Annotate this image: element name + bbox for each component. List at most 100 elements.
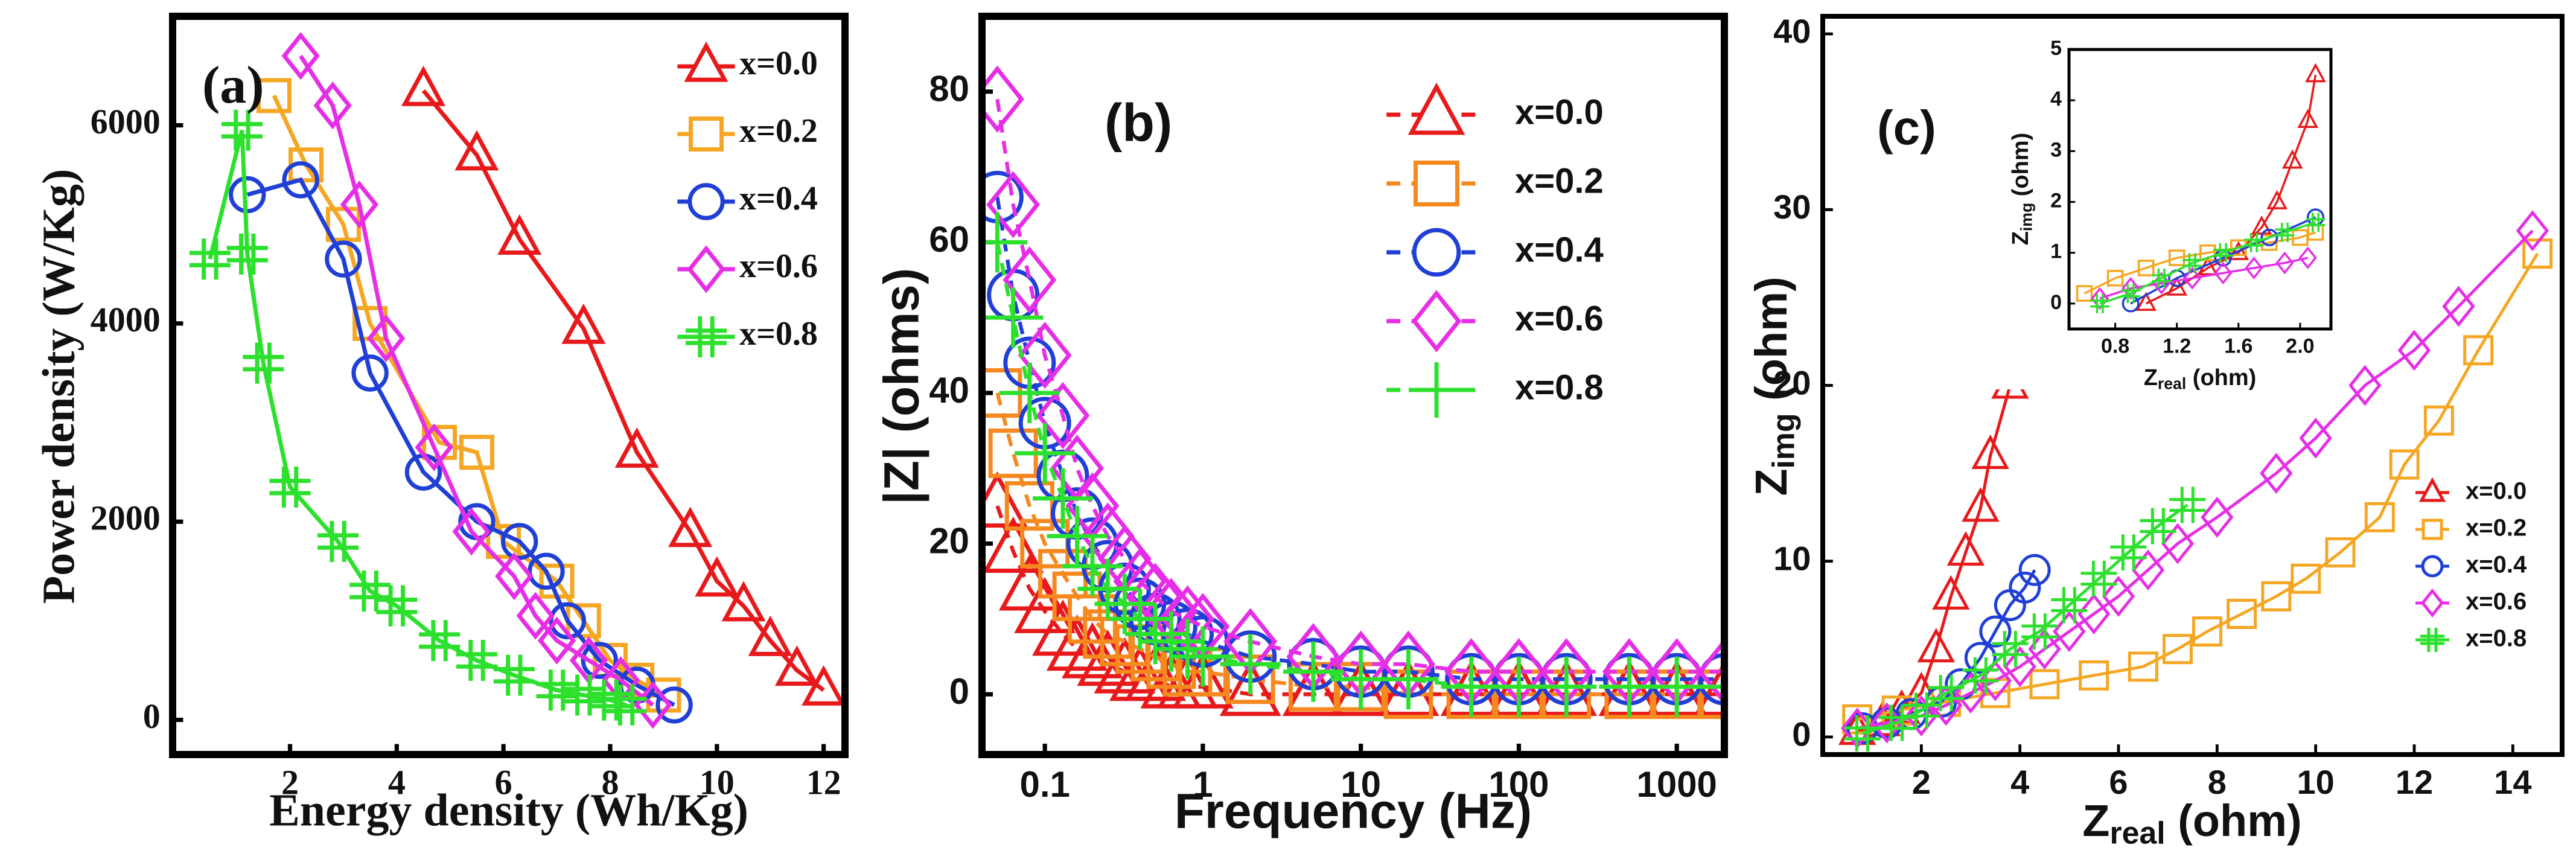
marker: [2389, 449, 2420, 480]
series-line: [208, 129, 627, 707]
series-line: [421, 89, 825, 692]
marker: [2275, 223, 2295, 243]
x-tick-label: 10: [700, 763, 735, 802]
axes-frame: [978, 13, 1728, 758]
panel: 2 4 6 8 10 12 0 2000 4000 6000 x=0.0 x=0.2 x=0.4 x=0.…: [33, 13, 849, 835]
y-tick-label: 30: [1773, 188, 1811, 226]
marker: [982, 516, 1044, 573]
marker: [1141, 611, 1202, 672]
label-part: Z: [2082, 796, 2109, 846]
x-tick-label: 12: [806, 763, 841, 802]
legend-label: x=0.2: [2466, 515, 2527, 541]
marker: [2397, 330, 2431, 371]
marker: [537, 616, 576, 665]
marker: [1962, 487, 2000, 522]
plot-area: [2076, 63, 2326, 313]
y-axis-label: |Z| (ohms): [875, 268, 930, 505]
marker: [721, 581, 766, 622]
marker: [2299, 417, 2332, 459]
legend-marker: [689, 117, 724, 152]
y-tick-label: 10: [1773, 539, 1811, 577]
x-tick-label: 1: [1193, 764, 1213, 805]
x-tick-label: 2.0: [2286, 335, 2314, 358]
label-part: (ohm): [2008, 133, 2033, 203]
marker: [229, 176, 266, 214]
marker: [2244, 232, 2264, 252]
plot-area: [1838, 210, 2553, 752]
marker: [2291, 563, 2321, 594]
marker: [2106, 270, 2124, 287]
legend-marker: [1411, 290, 1462, 353]
y-tick-label: 0: [143, 697, 161, 736]
y-tick-label: 5: [2050, 37, 2062, 60]
marker: [999, 362, 1060, 423]
series-line: [2099, 257, 2309, 300]
marker: [2261, 581, 2292, 611]
label-part: real: [2109, 815, 2165, 850]
label-part: Z: [1746, 468, 1796, 496]
legend-label: x=0.8: [2466, 625, 2527, 652]
marker: [2260, 453, 2293, 494]
marker: [1129, 592, 1182, 645]
series-line: [2083, 231, 2316, 295]
marker: [1062, 536, 1123, 597]
axes-frame: [169, 13, 849, 758]
plot-area: [189, 32, 845, 729]
marker: [1881, 695, 1912, 726]
panel-label: (a): [202, 56, 264, 115]
marker: [2135, 292, 2157, 311]
x-tick-label: 2: [281, 763, 299, 802]
marker: [2182, 253, 2202, 273]
marker: [1077, 558, 1138, 619]
marker: [1018, 397, 1071, 450]
panel: 2 4 6 8 10 12 14010203040x=0.0x=0.2x=0.4x=0.6x…: [1746, 12, 2565, 850]
marker: [226, 233, 268, 275]
y-tick-label: 1: [2050, 240, 2062, 263]
marker: [2213, 243, 2233, 263]
marker: [500, 523, 538, 560]
legend-marker: [2418, 477, 2446, 502]
x-tick-label: 10: [2297, 763, 2335, 801]
marker: [2091, 287, 2109, 310]
marker: [2463, 335, 2494, 366]
marker: [1283, 641, 1344, 702]
legend-label: x=0.6: [1515, 299, 1604, 338]
label-part: (ohm): [2166, 796, 2302, 846]
marker: [1905, 695, 1938, 736]
legend-marker: [687, 183, 725, 220]
marker: [1700, 669, 1724, 720]
legend-label: x=0.6: [739, 247, 818, 285]
legend-label: x=0.2: [1515, 161, 1604, 200]
marker: [655, 686, 693, 724]
marker: [2348, 365, 2382, 406]
y-tick-label: 2000: [91, 499, 161, 538]
marker: [1036, 449, 1089, 502]
marker: [2228, 241, 2249, 260]
marker: [2297, 109, 2319, 129]
x-tick-label: 0.1: [1019, 764, 1070, 805]
y-axis-label: Zimg (ohm): [1746, 276, 1801, 496]
marker: [581, 642, 619, 679]
marker: [566, 603, 601, 639]
marker: [1220, 634, 1281, 695]
y-tick-label: 3: [2050, 138, 2062, 161]
marker: [2442, 286, 2475, 327]
marker: [1917, 628, 1956, 663]
axes-frame: [1820, 14, 2565, 757]
legend-label: x=0.8: [1515, 368, 1604, 407]
marker: [2152, 268, 2172, 288]
y-tick-label: 0: [2050, 291, 2062, 314]
marker: [2090, 293, 2110, 313]
marker: [2163, 634, 2193, 665]
marker: [2140, 508, 2176, 544]
series-line: [2130, 216, 2316, 305]
marker: [1032, 468, 1093, 529]
marker: [2079, 660, 2109, 691]
marker: [528, 552, 565, 590]
legend-label: x=0.0: [1515, 92, 1604, 132]
marker: [452, 508, 491, 556]
marker: [1047, 506, 1108, 567]
legend-marker: [1414, 161, 1459, 206]
marker: [2169, 487, 2206, 523]
